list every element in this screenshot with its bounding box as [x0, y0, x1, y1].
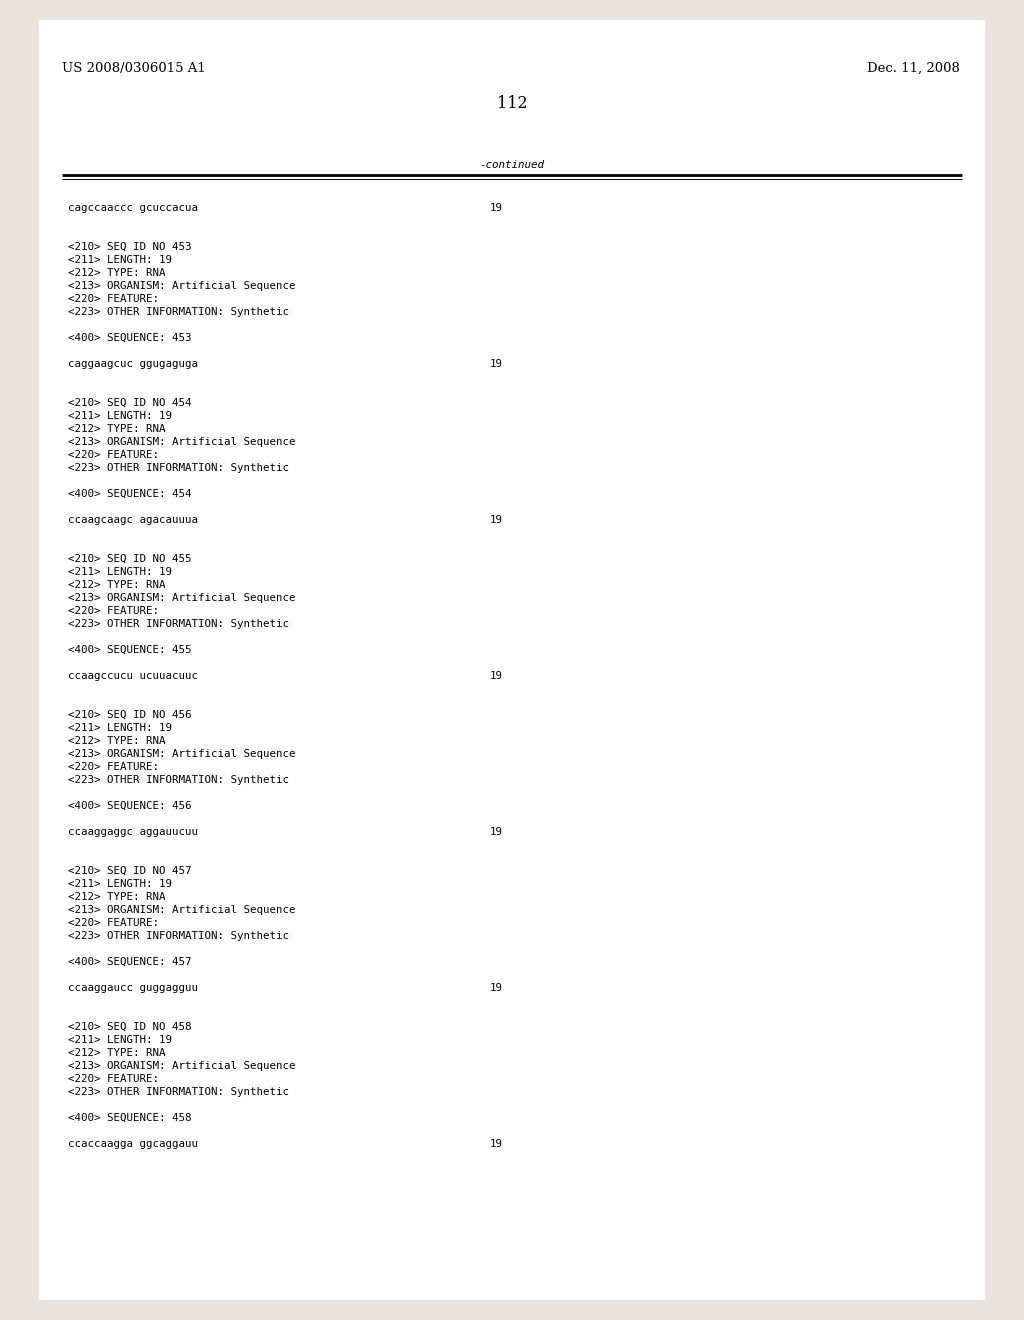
Text: <220> FEATURE:: <220> FEATURE:: [68, 294, 159, 304]
Text: ccaagccucu ucuuacuuc: ccaagccucu ucuuacuuc: [68, 671, 198, 681]
Text: <211> LENGTH: 19: <211> LENGTH: 19: [68, 411, 172, 421]
Text: <213> ORGANISM: Artificial Sequence: <213> ORGANISM: Artificial Sequence: [68, 437, 296, 447]
Text: <210> SEQ ID NO 457: <210> SEQ ID NO 457: [68, 866, 191, 876]
Text: ccaagcaagc agacauuua: ccaagcaagc agacauuua: [68, 515, 198, 525]
Text: <220> FEATURE:: <220> FEATURE:: [68, 606, 159, 616]
Text: <210> SEQ ID NO 453: <210> SEQ ID NO 453: [68, 242, 191, 252]
Text: 19: 19: [490, 515, 503, 525]
Text: <212> TYPE: RNA: <212> TYPE: RNA: [68, 737, 166, 746]
Text: <400> SEQUENCE: 453: <400> SEQUENCE: 453: [68, 333, 191, 343]
Text: <211> LENGTH: 19: <211> LENGTH: 19: [68, 255, 172, 265]
Text: 19: 19: [490, 983, 503, 993]
Text: <210> SEQ ID NO 456: <210> SEQ ID NO 456: [68, 710, 191, 719]
Text: <220> FEATURE:: <220> FEATURE:: [68, 917, 159, 928]
Text: ccaaggaucc guggagguu: ccaaggaucc guggagguu: [68, 983, 198, 993]
Text: <210> SEQ ID NO 458: <210> SEQ ID NO 458: [68, 1022, 191, 1032]
Text: <223> OTHER INFORMATION: Synthetic: <223> OTHER INFORMATION: Synthetic: [68, 931, 289, 941]
Text: <213> ORGANISM: Artificial Sequence: <213> ORGANISM: Artificial Sequence: [68, 1061, 296, 1071]
Text: <223> OTHER INFORMATION: Synthetic: <223> OTHER INFORMATION: Synthetic: [68, 775, 289, 785]
Text: <400> SEQUENCE: 456: <400> SEQUENCE: 456: [68, 801, 191, 810]
Text: <211> LENGTH: 19: <211> LENGTH: 19: [68, 879, 172, 888]
Text: -continued: -continued: [479, 160, 545, 170]
Text: <400> SEQUENCE: 455: <400> SEQUENCE: 455: [68, 645, 191, 655]
Text: ccaccaagga ggcaggauu: ccaccaagga ggcaggauu: [68, 1139, 198, 1148]
Text: <220> FEATURE:: <220> FEATURE:: [68, 1074, 159, 1084]
Text: <212> TYPE: RNA: <212> TYPE: RNA: [68, 268, 166, 279]
Text: <211> LENGTH: 19: <211> LENGTH: 19: [68, 723, 172, 733]
Text: <210> SEQ ID NO 455: <210> SEQ ID NO 455: [68, 554, 191, 564]
Text: 19: 19: [490, 1139, 503, 1148]
Text: <400> SEQUENCE: 457: <400> SEQUENCE: 457: [68, 957, 191, 968]
Text: <212> TYPE: RNA: <212> TYPE: RNA: [68, 579, 166, 590]
Text: cagccaaccc gcuccacua: cagccaaccc gcuccacua: [68, 203, 198, 213]
Text: <223> OTHER INFORMATION: Synthetic: <223> OTHER INFORMATION: Synthetic: [68, 1086, 289, 1097]
Text: <400> SEQUENCE: 454: <400> SEQUENCE: 454: [68, 488, 191, 499]
Text: <211> LENGTH: 19: <211> LENGTH: 19: [68, 1035, 172, 1045]
Text: <220> FEATURE:: <220> FEATURE:: [68, 762, 159, 772]
Text: caggaagcuc ggugaguga: caggaagcuc ggugaguga: [68, 359, 198, 370]
Text: <213> ORGANISM: Artificial Sequence: <213> ORGANISM: Artificial Sequence: [68, 281, 296, 290]
Text: <223> OTHER INFORMATION: Synthetic: <223> OTHER INFORMATION: Synthetic: [68, 308, 289, 317]
Text: 19: 19: [490, 359, 503, 370]
Text: 19: 19: [490, 828, 503, 837]
Text: ccaaggaggc aggauucuu: ccaaggaggc aggauucuu: [68, 828, 198, 837]
Text: <213> ORGANISM: Artificial Sequence: <213> ORGANISM: Artificial Sequence: [68, 748, 296, 759]
Text: <212> TYPE: RNA: <212> TYPE: RNA: [68, 424, 166, 434]
Text: <400> SEQUENCE: 458: <400> SEQUENCE: 458: [68, 1113, 191, 1123]
Text: 19: 19: [490, 203, 503, 213]
Text: <213> ORGANISM: Artificial Sequence: <213> ORGANISM: Artificial Sequence: [68, 906, 296, 915]
Text: <212> TYPE: RNA: <212> TYPE: RNA: [68, 892, 166, 902]
Text: US 2008/0306015 A1: US 2008/0306015 A1: [62, 62, 206, 75]
Text: Dec. 11, 2008: Dec. 11, 2008: [867, 62, 961, 75]
Text: <213> ORGANISM: Artificial Sequence: <213> ORGANISM: Artificial Sequence: [68, 593, 296, 603]
Text: <223> OTHER INFORMATION: Synthetic: <223> OTHER INFORMATION: Synthetic: [68, 619, 289, 630]
Text: 19: 19: [490, 671, 503, 681]
Text: <210> SEQ ID NO 454: <210> SEQ ID NO 454: [68, 399, 191, 408]
Text: 112: 112: [497, 95, 527, 112]
Text: <212> TYPE: RNA: <212> TYPE: RNA: [68, 1048, 166, 1059]
Text: <211> LENGTH: 19: <211> LENGTH: 19: [68, 568, 172, 577]
Text: <223> OTHER INFORMATION: Synthetic: <223> OTHER INFORMATION: Synthetic: [68, 463, 289, 473]
Text: <220> FEATURE:: <220> FEATURE:: [68, 450, 159, 459]
